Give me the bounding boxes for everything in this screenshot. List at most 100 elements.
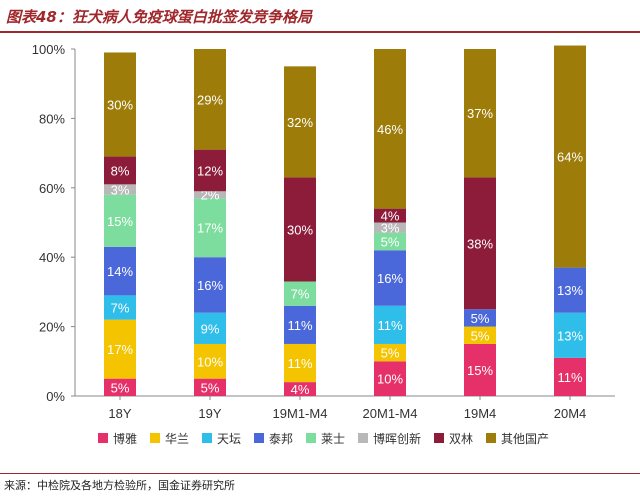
- legend-swatch: [434, 433, 444, 443]
- y-tick-label: 60%: [39, 181, 65, 196]
- legend-label: 其他国产: [501, 432, 549, 446]
- data-label: 29%: [197, 92, 223, 107]
- data-label: 30%: [107, 98, 133, 113]
- bar-segment: [284, 281, 316, 306]
- chart-title: 图表48：狂犬病人免疫球蛋白批签发竞争格局: [6, 8, 312, 26]
- x-tick-label: 19M1-M4: [273, 406, 328, 421]
- bar-segment: [554, 312, 586, 358]
- y-tick-label: 20%: [39, 320, 65, 335]
- bar-segment: [464, 177, 496, 310]
- legend-label: 天坛: [217, 432, 241, 446]
- legend-label: 泰邦: [269, 432, 293, 446]
- x-tick-label: 19M4: [464, 406, 497, 421]
- legend-swatch: [254, 433, 264, 443]
- bar-segment: [104, 295, 136, 320]
- legend-swatch: [150, 433, 160, 443]
- legend-label: 莱士: [321, 432, 345, 446]
- legend-swatch: [306, 433, 316, 443]
- data-label: 13%: [557, 328, 583, 343]
- data-label: 11%: [557, 370, 582, 385]
- bar-segment: [284, 343, 316, 383]
- y-tick-label: 0%: [46, 389, 65, 404]
- bar-segment: [194, 149, 226, 192]
- title-rule: [0, 31, 640, 33]
- data-label: 4%: [291, 382, 310, 397]
- data-label: 3%: [111, 183, 130, 198]
- legend-label: 华兰: [165, 432, 189, 446]
- bar-segment: [464, 343, 496, 396]
- data-label: 30%: [287, 222, 313, 237]
- data-label: 5%: [111, 380, 130, 395]
- source-rule: [0, 473, 640, 474]
- bar-segment: [104, 319, 136, 379]
- y-tick-label: 40%: [39, 250, 65, 265]
- data-label: 9%: [201, 321, 220, 336]
- data-label: 13%: [557, 283, 583, 298]
- legend-swatch: [98, 433, 108, 443]
- data-label: 7%: [291, 287, 310, 302]
- bar-segment: [374, 232, 406, 251]
- legend-item: 泰邦: [254, 432, 293, 446]
- bar-segment: [284, 66, 316, 178]
- bar-segment: [194, 257, 226, 313]
- legend-item: 天坛: [202, 432, 241, 446]
- data-label: 64%: [557, 150, 583, 165]
- legend-item: 博雅: [98, 431, 137, 446]
- data-label: 10%: [377, 372, 403, 387]
- data-label: 37%: [467, 106, 493, 121]
- x-tick-label: 20M1-M4: [363, 406, 418, 421]
- data-label: 3%: [381, 221, 400, 236]
- y-tick-label: 80%: [39, 111, 65, 126]
- legend-label: 博雅: [113, 431, 137, 446]
- data-label: 5%: [381, 235, 400, 250]
- data-label: 5%: [471, 311, 490, 326]
- bar-segment: [104, 194, 136, 247]
- bar-segment: [194, 198, 226, 258]
- legend-item: 莱士: [306, 432, 345, 446]
- bar-segment: [104, 156, 136, 185]
- data-label: 11%: [377, 318, 402, 333]
- legend-swatch: [358, 433, 368, 443]
- data-label: 16%: [377, 271, 403, 286]
- bar-segment: [554, 267, 586, 313]
- bar-segment: [104, 52, 136, 157]
- bar-segment: [194, 378, 226, 396]
- bar-segment: [284, 382, 316, 396]
- bar-segment: [374, 49, 406, 209]
- legend-label: 双林: [449, 432, 473, 446]
- data-label: 8%: [111, 163, 130, 178]
- y-tick-label: 100%: [32, 42, 66, 57]
- bar-segment: [374, 222, 406, 233]
- bar-segment: [464, 49, 496, 178]
- data-label: 7%: [111, 301, 130, 316]
- bar-segment: [104, 184, 136, 195]
- legend-item: 其他国产: [486, 432, 549, 446]
- bar-segment: [284, 305, 316, 344]
- data-label: 17%: [107, 342, 133, 357]
- bar-segment: [464, 326, 496, 344]
- x-tick-label: 18Y: [108, 406, 131, 421]
- legend-swatch: [202, 433, 212, 443]
- data-label: 12%: [197, 163, 223, 178]
- data-label: 5%: [381, 346, 400, 361]
- bar-segment: [374, 208, 406, 223]
- legend-swatch: [486, 433, 496, 443]
- stacked-bar-chart: 0% 20% 40% 60% 80% 100% 5% 17% 7% 14% 15% 3% 8% 30% 18…: [32, 42, 615, 446]
- data-label: 4%: [381, 209, 400, 224]
- bar-segment: [374, 361, 406, 396]
- data-label: 17%: [197, 221, 223, 236]
- data-label: 38%: [467, 236, 493, 251]
- data-label: 15%: [107, 214, 133, 229]
- data-label: 5%: [201, 380, 220, 395]
- bar-segment: [464, 309, 496, 327]
- bar-segment: [104, 246, 136, 296]
- data-label: 14%: [107, 264, 133, 279]
- data-label: 5%: [471, 328, 490, 343]
- data-label: 46%: [377, 122, 403, 137]
- title-bar: 图表48：狂犬病人免疫球蛋白批签发竞争格局: [0, 0, 640, 33]
- data-label: 2%: [201, 188, 220, 203]
- bar-segment: [194, 343, 226, 379]
- bar-segment: [104, 378, 136, 396]
- x-tick-label: 20M4: [554, 406, 587, 421]
- bar-segment: [554, 357, 586, 396]
